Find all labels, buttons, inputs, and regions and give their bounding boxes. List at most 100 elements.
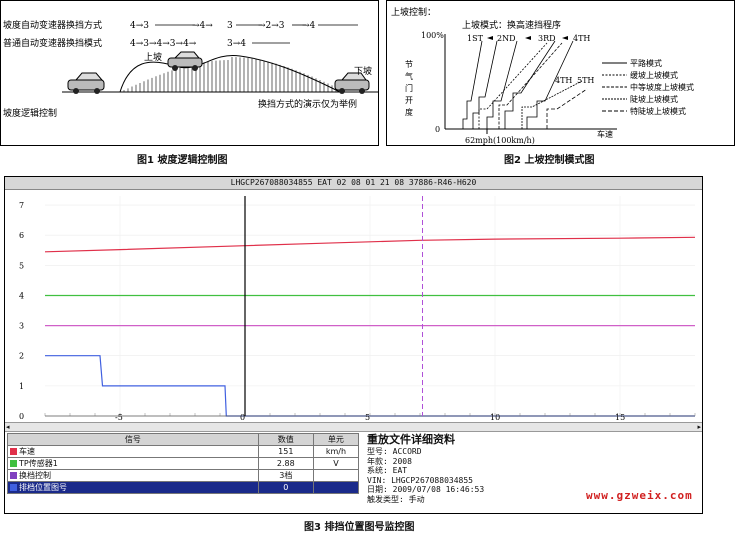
legend-flat: 平路模式	[630, 58, 662, 68]
file-details-heading: 重放文件详细资料	[367, 433, 455, 446]
shift-curves	[462, 40, 588, 129]
signal-chart[interactable]: 0 1 2 3 4 5 6 7 -5 0 5 10 15	[5, 190, 702, 422]
file-vin: VIN: LHGCP267088034855	[367, 475, 473, 485]
chart-bg	[5, 190, 702, 422]
signal-name: 排档位置图号	[19, 483, 67, 492]
y-axis-label: 节 气 门 开 度	[405, 60, 413, 117]
row2-label: 普通自动变速器换挡模式	[3, 37, 102, 49]
scroll-right-icon[interactable]: ▸	[697, 423, 701, 431]
x-tick-label: 0	[240, 413, 245, 422]
row2-seq-a: 4→3→4→3→4→	[130, 39, 197, 49]
uphill-label: 上坡	[144, 51, 162, 63]
signal-value: 3档	[257, 469, 314, 482]
gear-3rd: 3RD	[538, 34, 556, 43]
car-left	[67, 72, 105, 94]
file-model: 型号: ACCORD	[367, 447, 422, 456]
table-row-selected[interactable]: 排档位置图号 0	[7, 481, 360, 494]
file-trigger: 触发类型: 手动	[367, 494, 425, 504]
signal-name: 车速	[19, 447, 35, 456]
color-swatch	[10, 472, 17, 479]
figure-1-caption: 图1 坡度逻辑控制图	[137, 155, 228, 166]
figure-2-caption: 图2 上坡控制模式图	[504, 155, 595, 166]
row1-seq-d: →2→3	[258, 21, 285, 31]
downhill-label: 下坡	[354, 65, 372, 77]
gear-arrows	[487, 36, 568, 40]
svg-text:气: 气	[405, 71, 413, 81]
table-row[interactable]: 换档控制 3档	[7, 469, 360, 482]
chart-scrollbar[interactable]: ◂ ▸	[5, 422, 702, 432]
file-year: 年款: 2008	[367, 456, 412, 466]
legend-medium: 中等坡度上坡模式	[630, 82, 694, 92]
legend: 平路模式 缓坡上坡模式 中等坡度上坡模式 陡坡上坡模式 特陡坡上坡模式	[602, 58, 694, 116]
y-100-label: 100%	[421, 31, 444, 40]
x-axis-label: 62mph(100km/h)	[465, 136, 535, 145]
x-tick-label: -5	[115, 413, 123, 422]
svg-text:开: 开	[405, 96, 413, 105]
gear-4th-b: 4TH	[555, 76, 572, 85]
y-tick-label: 4	[19, 291, 24, 300]
row1-seq-a: 4→3	[130, 21, 149, 31]
car-right	[334, 72, 370, 94]
figure-3-monitor: LHGCP267088034855 EAT 02 08 01 21 08 378…	[4, 176, 703, 514]
y-tick-label: 2	[19, 352, 24, 361]
row1-label: 坡度自动变速器换挡方式	[3, 19, 102, 31]
gear-5th: 5TH	[577, 76, 594, 85]
file-details-panel: 重放文件详细资料 型号: ACCORD 年款: 2008 系统: EAT VIN…	[367, 433, 702, 513]
signal-name: TP传感器1	[19, 459, 58, 468]
scroll-left-icon[interactable]: ◂	[6, 423, 10, 431]
figure-1-border	[0, 0, 379, 146]
demo-note: 换挡方式的演示仅为举例	[258, 98, 357, 110]
gear-2nd: 2ND	[497, 34, 516, 43]
x-tick-label: 10	[490, 413, 500, 422]
uphill-control-diagram: 上坡控制： 上坡模式：换高速挡程序 100% 0 节 气 门 开 度 1ST 2…	[391, 6, 694, 145]
color-swatch	[10, 484, 17, 491]
y-tick-label: 0	[19, 412, 24, 421]
signal-table: 信号 数值 单元 车速 151 km/h TP传感器1 2.88 V 换档控制 …	[7, 433, 360, 494]
row1-seq-c: 3	[227, 21, 233, 31]
row1-seq-e: →4	[302, 21, 316, 31]
legend-gentle: 缓坡上坡模式	[630, 70, 678, 80]
svg-text:门: 门	[405, 83, 413, 93]
car-top	[167, 51, 203, 71]
table-row[interactable]: TP传感器1 2.88 V	[7, 457, 360, 470]
fig2-subtitle: 上坡模式：换高速挡程序	[462, 19, 561, 31]
row2-seq-b: 3→4	[227, 39, 246, 49]
y-tick-label: 6	[19, 231, 24, 240]
signal-value: 0	[257, 481, 314, 494]
slope-logic-diagram: 坡度自动变速器换挡方式 4→3 →4→ 3 →2→3 →4 普通自动变速器换挡模…	[0, 0, 379, 146]
col-unit: 单元	[312, 433, 360, 446]
col-value: 数值	[257, 433, 314, 446]
figure-1: 坡度自动变速器换挡方式 4→3 →4→ 3 →2→3 →4 普通自动变速器换挡模…	[0, 0, 379, 146]
y-0-label: 0	[435, 125, 440, 134]
signal-unit: V	[312, 457, 360, 470]
signal-name: 换档控制	[19, 471, 51, 480]
row1-seq-b: →4→	[192, 21, 213, 31]
signal-value: 2.88	[257, 457, 314, 470]
y-tick-label: 5	[19, 261, 24, 270]
legend-steep: 陡坡上坡模式	[630, 94, 678, 104]
fig2-title: 上坡控制：	[391, 6, 436, 18]
signal-value: 151	[257, 445, 314, 458]
color-swatch	[10, 460, 17, 467]
figure-3-caption: 图3 排挡位置图号监控图	[304, 522, 415, 533]
y-tick-label: 7	[19, 201, 24, 210]
signal-unit: km/h	[312, 445, 360, 458]
signal-unit	[312, 481, 360, 494]
signal-unit	[312, 469, 360, 482]
svg-text:度: 度	[405, 107, 413, 117]
figure-2: 上坡控制： 上坡模式：换高速挡程序 100% 0 节 气 门 开 度 1ST 2…	[386, 0, 735, 146]
col-signal: 信号	[7, 433, 259, 446]
hill-stripes	[123, 57, 337, 92]
table-row[interactable]: 车速 151 km/h	[7, 445, 360, 458]
y-tick-label: 3	[19, 322, 24, 331]
file-date: 日期: 2009/07/08 16:46:53	[367, 485, 485, 494]
svg-text:节: 节	[405, 60, 413, 69]
legend-very-steep: 特陡坡上坡模式	[630, 106, 686, 116]
file-system: 系统: EAT	[367, 466, 408, 475]
logic-label: 坡度逻辑控制	[3, 107, 57, 119]
series-line	[44, 236, 696, 253]
gear-1st: 1ST	[467, 34, 484, 43]
gear-4th: 4TH	[573, 34, 590, 43]
x-tick-label: 15	[615, 413, 625, 422]
chart-axes: 0 1 2 3 4 5 6 7 -5 0 5 10 15	[19, 196, 696, 422]
